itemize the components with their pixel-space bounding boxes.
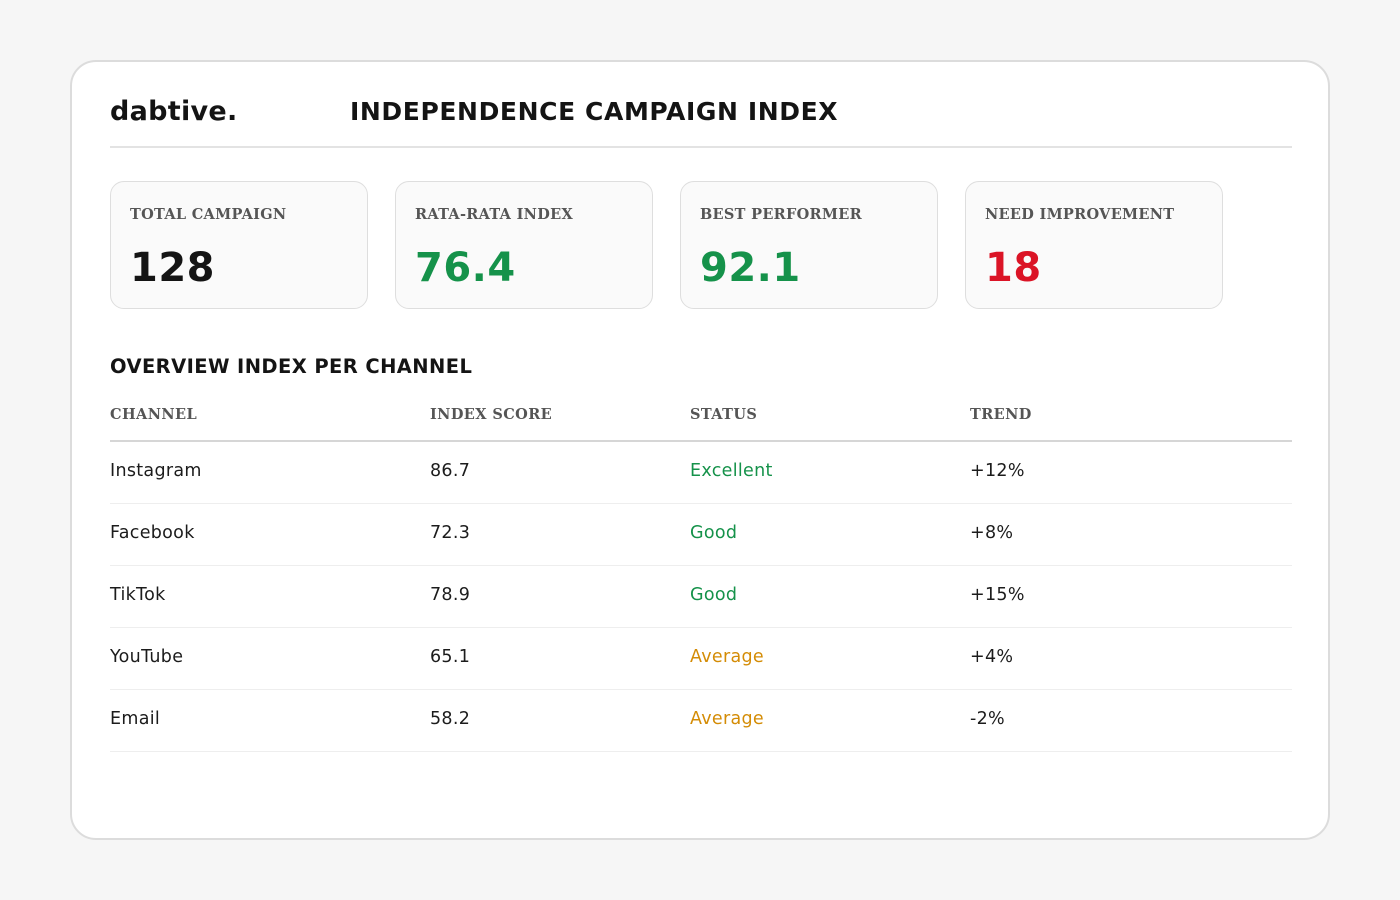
stat-card-average-index: RATA-RATA INDEX 76.4 bbox=[395, 181, 653, 309]
column-header-channel: CHANNEL bbox=[110, 406, 198, 423]
channel-name: YouTube bbox=[110, 647, 184, 667]
index-score: 72.3 bbox=[430, 523, 471, 543]
channel-table: CHANNEL INDEX SCORE STATUS TREND Instagr… bbox=[110, 398, 1292, 752]
trend-value: -2% bbox=[970, 709, 1005, 729]
stat-value: 128 bbox=[130, 245, 215, 291]
table-row: Email 58.2 Average -2% bbox=[110, 690, 1292, 752]
table-row: Instagram 86.7 Excellent +12% bbox=[110, 442, 1292, 504]
stat-label: RATA-RATA INDEX bbox=[415, 206, 573, 223]
trend-value: +8% bbox=[970, 523, 1014, 543]
table-row: Facebook 72.3 Good +8% bbox=[110, 504, 1292, 566]
stat-label: BEST PERFORMER bbox=[700, 206, 862, 223]
trend-value: +15% bbox=[970, 585, 1025, 605]
stat-card-need-improvement: NEED IMPROVEMENT 18 bbox=[965, 181, 1223, 309]
status-text: Average bbox=[690, 709, 764, 729]
channel-name: Email bbox=[110, 709, 161, 729]
index-score: 65.1 bbox=[430, 647, 471, 667]
stat-card-best-performer: BEST PERFORMER 92.1 bbox=[680, 181, 938, 309]
table-row: TikTok 78.9 Good +15% bbox=[110, 566, 1292, 628]
table-header: CHANNEL INDEX SCORE STATUS TREND bbox=[110, 398, 1292, 442]
status-text: Excellent bbox=[690, 461, 773, 481]
stats-row: TOTAL CAMPAIGN 128 RATA-RATA INDEX 76.4 … bbox=[110, 181, 1310, 311]
status-text: Good bbox=[690, 585, 738, 605]
stat-card-total-campaign: TOTAL CAMPAIGN 128 bbox=[110, 181, 368, 309]
page-title: INDEPENDENCE CAMPAIGN INDEX bbox=[350, 97, 839, 126]
channel-name: Facebook bbox=[110, 523, 195, 543]
stat-value: 18 bbox=[985, 245, 1042, 291]
table-row: YouTube 65.1 Average +4% bbox=[110, 628, 1292, 690]
index-score: 78.9 bbox=[430, 585, 471, 605]
brand-logo: dabtive. bbox=[110, 96, 238, 127]
dashboard-card: dabtive. INDEPENDENCE CAMPAIGN INDEX TOT… bbox=[70, 60, 1330, 840]
stat-value: 92.1 bbox=[700, 245, 801, 291]
column-header-status: STATUS bbox=[690, 406, 758, 423]
stat-value: 76.4 bbox=[415, 245, 516, 291]
trend-value: +12% bbox=[970, 461, 1025, 481]
channel-name: TikTok bbox=[110, 585, 166, 605]
index-score: 86.7 bbox=[430, 461, 471, 481]
trend-value: +4% bbox=[970, 647, 1014, 667]
status-text: Good bbox=[690, 523, 738, 543]
channel-name: Instagram bbox=[110, 461, 202, 481]
header: dabtive. INDEPENDENCE CAMPAIGN INDEX bbox=[110, 92, 1292, 148]
section-title: OVERVIEW INDEX PER CHANNEL bbox=[110, 355, 473, 378]
stat-label: NEED IMPROVEMENT bbox=[985, 206, 1175, 223]
column-header-trend: TREND bbox=[970, 406, 1032, 423]
column-header-index-score: INDEX SCORE bbox=[430, 406, 553, 423]
stat-label: TOTAL CAMPAIGN bbox=[130, 206, 287, 223]
index-score: 58.2 bbox=[430, 709, 471, 729]
status-text: Average bbox=[690, 647, 764, 667]
